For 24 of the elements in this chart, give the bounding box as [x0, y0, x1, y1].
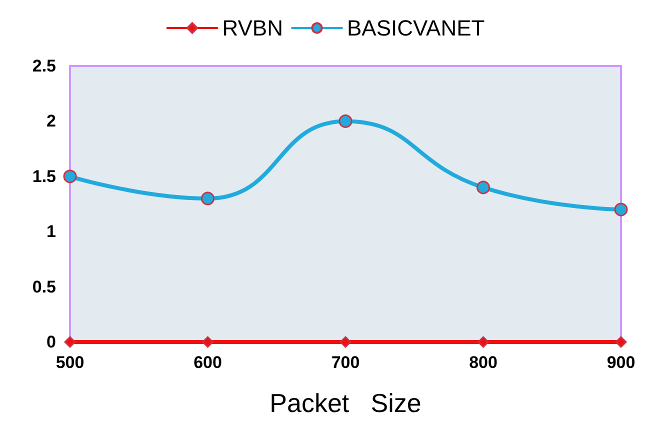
- point: [478, 336, 489, 348]
- legend-label: BASICVANET: [346, 16, 485, 40]
- legend-label: RVBN: [222, 16, 284, 40]
- y-tick-label: 0.5: [32, 277, 56, 296]
- point: [64, 336, 76, 348]
- point: [614, 202, 628, 216]
- point: [615, 336, 627, 348]
- y-tick-label: 2: [46, 112, 56, 131]
- point: [202, 336, 214, 348]
- point: [476, 180, 490, 194]
- y-tick-label: 0: [46, 332, 56, 352]
- y-tick-label: 1: [46, 222, 56, 242]
- x-tick-label: 900: [606, 353, 636, 372]
- x-tick-label: 700: [331, 353, 360, 372]
- point: [340, 336, 352, 348]
- point: [63, 170, 77, 184]
- x-tick-label: 500: [56, 353, 84, 372]
- y-tick-label: 1.5: [32, 166, 56, 186]
- x-tick-label: 800: [469, 353, 498, 372]
- x-axis-title: Packet Size: [270, 388, 422, 418]
- y-tick-label: 2.5: [32, 56, 56, 76]
- point: [201, 192, 214, 206]
- point: [338, 114, 352, 128]
- x-tick-label: 600: [194, 353, 222, 372]
